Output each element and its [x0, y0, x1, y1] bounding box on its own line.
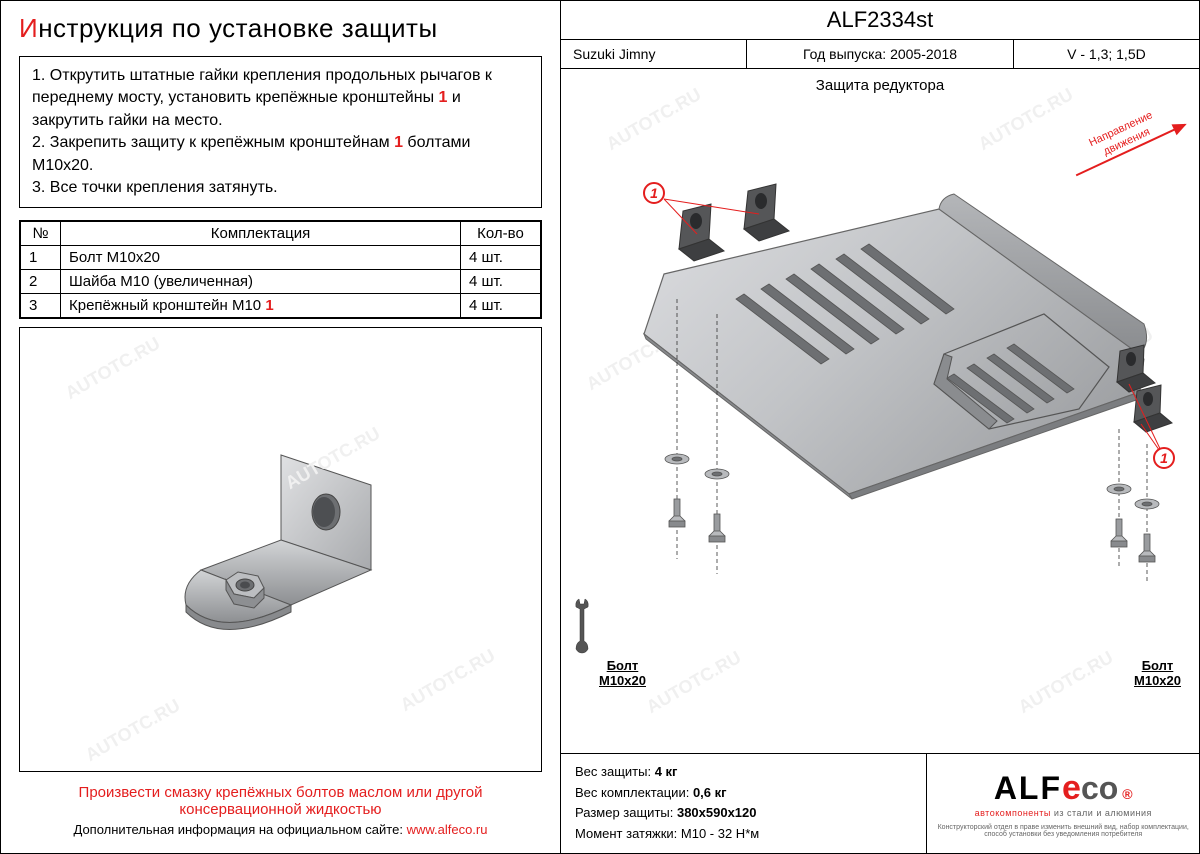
bolt-group-right	[1107, 484, 1159, 562]
logo-subtitle: автокомпоненты из стали и алюминия	[975, 808, 1152, 818]
disclaimer: Конструкторский отдел в праве изменить в…	[933, 824, 1193, 838]
spec-box: Вес защиты: 4 кг Вес комплектации: 0,6 к…	[561, 753, 1199, 853]
bracket-illustration: AUTOTC.RU AUTOTC.RU AUTOTC.RU AUTOTC.RU	[19, 327, 542, 772]
footer-link[interactable]: www.alfeco.ru	[407, 822, 488, 837]
component-title: Защита редуктора	[561, 77, 1199, 94]
footer-warning: Произвести смазку крепёжных болтов масло…	[19, 784, 542, 818]
left-panel: Инструкция по установке защиты 1. Открут…	[1, 1, 561, 853]
subheader: Suzuki Jimny Год выпуска: 2005-2018 V - …	[561, 40, 1199, 69]
drawing-area: Защита редуктора AUTOTC.RU AUTOTC.RU AUT…	[561, 69, 1199, 753]
footer-info: Дополнительная информация на официальном…	[19, 822, 542, 837]
parts-table: № Комплектация Кол-во 1 Болт М10х20 4 шт…	[19, 220, 542, 319]
footer-left: Произвести смазку крепёжных болтов масло…	[19, 772, 542, 841]
bolt-label-left: Болт М10х20	[599, 658, 646, 688]
right-panel: ALF2334st Suzuki Jimny Год выпуска: 2005…	[561, 1, 1199, 853]
instruction-step-2: 2. Закрепить защиту к крепёжным кронштей…	[32, 132, 529, 177]
table-row: 2 Шайба М10 (увеличенная) 4 шт.	[21, 270, 541, 294]
watermark: AUTOTC.RU	[62, 333, 164, 404]
vehicle-name: Suzuki Jimny	[561, 40, 747, 68]
page-container: Инструкция по установке защиты 1. Открут…	[0, 0, 1200, 854]
th-name: Комплектация	[61, 222, 461, 246]
title-first-letter: И	[19, 13, 38, 43]
table-row: 1 Болт М10х20 4 шт.	[21, 246, 541, 270]
title-rest: нструкция по установке защиты	[38, 13, 437, 43]
skid-plate-svg	[569, 99, 1189, 659]
instruction-step-1: 1. Открутить штатные гайки крепления про…	[32, 65, 529, 132]
callout-1: 1	[643, 182, 665, 204]
instructions-box: 1. Открутить штатные гайки крепления про…	[19, 56, 542, 208]
callout-2: 1	[1153, 447, 1175, 469]
engine-spec: V - 1,3; 1,5D	[1014, 40, 1199, 68]
bracket-svg	[141, 440, 421, 660]
logo: ALFeco®	[994, 769, 1133, 808]
table-row: 3 Крепёжный кронштейн М10 1 4 шт.	[21, 294, 541, 318]
bolt-label-right: Болт М10х20	[1134, 658, 1181, 688]
logo-box: ALFeco® автокомпоненты из стали и алюмин…	[927, 754, 1199, 853]
bolt-group-left	[665, 454, 729, 542]
product-code: ALF2334st	[561, 1, 1199, 40]
watermark: AUTOTC.RU	[82, 695, 184, 766]
page-title: Инструкция по установке защиты	[19, 13, 542, 44]
year-range: Год выпуска: 2005-2018	[747, 40, 1014, 68]
spec-list: Вес защиты: 4 кг Вес комплектации: 0,6 к…	[561, 754, 927, 853]
wrench-icon	[573, 595, 591, 655]
th-num: №	[21, 222, 61, 246]
instruction-step-3: 3. Все точки крепления затянуть.	[32, 177, 529, 199]
table-header-row: № Комплектация Кол-во	[21, 222, 541, 246]
th-qty: Кол-во	[461, 222, 541, 246]
